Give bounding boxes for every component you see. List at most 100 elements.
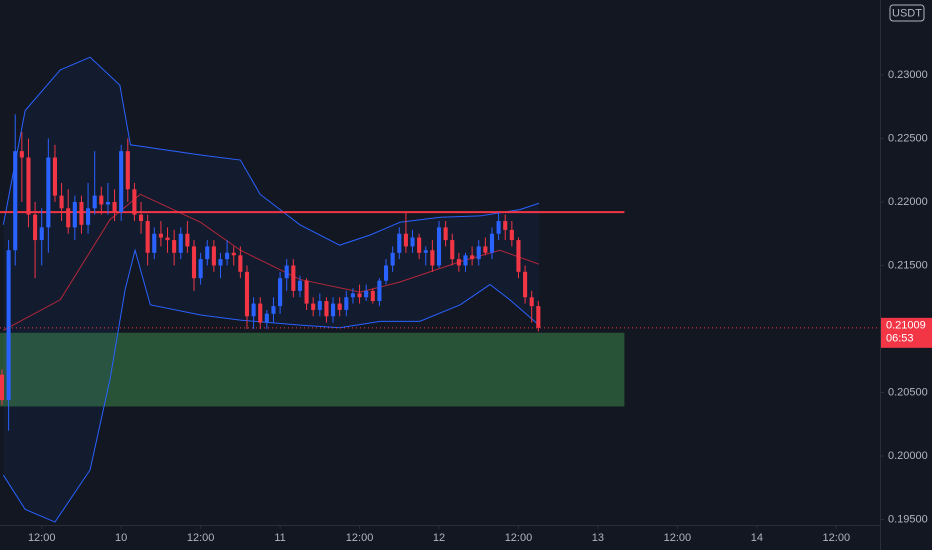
candle-body (456, 259, 461, 266)
candle-body (66, 208, 71, 228)
candle-body (119, 151, 124, 213)
candle-body (231, 252, 236, 256)
y-tick-label: 0.19500 (888, 513, 928, 525)
candle-body (291, 265, 296, 291)
candle-body (79, 201, 84, 225)
candle-body (251, 303, 256, 317)
y-tick-label: 0.22500 (888, 132, 928, 144)
x-tick-label: 10 (115, 532, 127, 544)
candle-body (344, 297, 349, 310)
candle-body (6, 250, 11, 401)
candle-body (331, 303, 336, 317)
candle-body (185, 233, 190, 247)
candle-body (390, 252, 395, 266)
candle-body (238, 255, 243, 272)
candle-body (46, 157, 51, 228)
candle-body (72, 201, 77, 228)
plot-area (0, 56, 625, 523)
candle-body (225, 252, 230, 260)
currency-label: USDT (892, 7, 922, 19)
candle-body (19, 151, 24, 158)
y-tick-label: 0.23000 (888, 69, 928, 81)
candle-body (450, 240, 455, 260)
candle-body (529, 297, 534, 307)
candle-body (304, 280, 309, 304)
candle-body (13, 151, 18, 251)
candle-body (145, 221, 150, 253)
candle-body (311, 303, 316, 310)
candle-body (509, 229, 514, 241)
candle-body (364, 290, 369, 298)
candle-body (271, 306, 276, 314)
candle-body (152, 233, 157, 253)
candle-body (403, 233, 408, 247)
last-price-badge (881, 317, 932, 348)
y-tick-label: 0.20000 (888, 450, 928, 462)
y-tick-label: 0.22000 (888, 196, 928, 208)
candle-body (536, 306, 541, 328)
candle-body (99, 195, 104, 205)
candle-body (357, 293, 362, 298)
candle-body (172, 240, 177, 253)
candle-body (178, 233, 183, 253)
candle-body (430, 250, 435, 266)
candle-body (0, 374, 5, 401)
candle-body (483, 246, 488, 253)
band-line (2, 56, 540, 246)
candle-body (470, 255, 475, 260)
candle-body (258, 303, 263, 323)
candle-body (158, 233, 163, 238)
candle-body (443, 227, 448, 241)
candle-body (278, 278, 283, 307)
candle-body (410, 237, 415, 247)
y-tick-label: 0.21500 (888, 259, 928, 271)
candle-body (489, 233, 495, 253)
x-tick-label: 13 (592, 532, 604, 544)
candle-body (463, 255, 468, 266)
y-tick-label: 0.20500 (888, 386, 928, 398)
candle-body (26, 157, 31, 215)
candle-body (496, 221, 501, 234)
x-tick-label: 11 (274, 532, 285, 544)
candle-body (350, 293, 355, 298)
currency-badge[interactable] (889, 4, 925, 22)
x-tick-label: 12:00 (187, 532, 215, 544)
candle-body (337, 303, 342, 310)
candle-body (476, 246, 481, 260)
candle-body (112, 201, 117, 213)
candle-body (244, 271, 250, 317)
candle-body (523, 271, 528, 298)
candle-body (86, 208, 91, 225)
candle-body (125, 151, 130, 190)
candle-body (211, 246, 216, 266)
candle-body (105, 201, 110, 205)
candle-body (297, 280, 303, 291)
candle-body (284, 265, 289, 279)
candle-body (92, 195, 97, 209)
candle-body (132, 189, 137, 215)
band-fill (3, 57, 539, 523)
candle-body (503, 221, 508, 230)
candle-body (264, 313, 269, 323)
x-tick-label: 14 (751, 532, 763, 544)
countdown-label: 06:53 (886, 333, 914, 345)
candle-body (436, 227, 442, 266)
candle-body (52, 157, 58, 196)
candle-body (191, 246, 197, 279)
candle-body (39, 227, 44, 241)
candle-body (324, 301, 329, 317)
last-price-label: 0.21009 (886, 320, 926, 332)
x-tick-label: 12 (433, 532, 445, 544)
candle-body (198, 259, 203, 279)
candle-body (417, 237, 422, 253)
support-zone (0, 332, 625, 407)
candle-body (397, 233, 402, 253)
x-tick-label: 12:00 (346, 532, 374, 544)
candle-body (383, 265, 389, 281)
candle-body (218, 259, 223, 266)
band-line (2, 248, 540, 523)
candle-body (33, 214, 38, 241)
